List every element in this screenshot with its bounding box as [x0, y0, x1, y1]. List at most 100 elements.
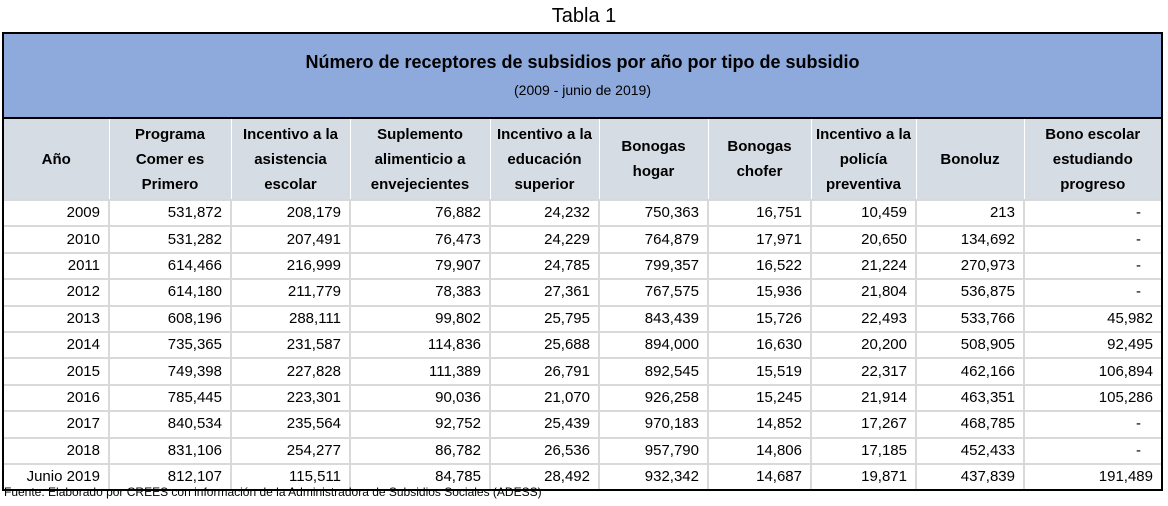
table-title: Número de receptores de subsidios por añ… [305, 52, 860, 72]
column-header: Bonogas chofer [707, 119, 811, 200]
year-cell: 2009 [4, 198, 109, 227]
value-cell: 764,879 [598, 225, 708, 253]
value-cell: 207,491 [230, 225, 350, 253]
value-cell: 932,342 [598, 462, 708, 490]
value-cell: 15,519 [707, 357, 811, 385]
value-cell: 24,785 [489, 251, 599, 280]
value-cell: - [1023, 436, 1161, 464]
table-row: 2012 614,180 211,779 78,383 27,361 767,575 15,… [4, 278, 1161, 306]
value-cell: 213 [915, 198, 1024, 227]
value-cell: 19,871 [810, 462, 916, 490]
table-row: 2017 840,534 235,564 92,752 25,439 970,183 14,… [4, 410, 1161, 438]
value-cell: 21,224 [810, 251, 916, 280]
value-cell: 208,179 [230, 198, 350, 227]
table-row: 2015 749,398 227,828 111,389 26,791 892,545 15… [4, 357, 1161, 385]
value-cell: 892,545 [598, 357, 708, 385]
column-header: Bonoluz [915, 119, 1024, 200]
value-cell: 227,828 [230, 357, 350, 385]
table-row: Junio 2019 812,107 115,511 84,785 28,492 932,… [4, 462, 1161, 490]
table-body: 2009 531,872 208,179 76,882 24,232 750,363 16,… [4, 198, 1161, 490]
value-cell: 26,536 [489, 436, 599, 464]
value-cell: 17,267 [810, 410, 916, 438]
value-cell: 79,907 [349, 251, 490, 280]
value-cell: 25,688 [489, 330, 599, 359]
value-cell: - [1023, 278, 1161, 306]
column-header: Incentivo a la educación superior [489, 119, 599, 200]
value-cell: 614,466 [108, 251, 231, 280]
value-cell: 22,317 [810, 357, 916, 385]
value-cell: 926,258 [598, 383, 708, 412]
value-cell: 288,111 [230, 304, 350, 332]
value-cell: 799,357 [598, 251, 708, 280]
table-row: 2014 735,365 231,587 114,836 25,688 894,000 16… [4, 330, 1161, 359]
source-note: Fuente: Elaborado por CREES con informac… [4, 485, 542, 499]
value-cell: 76,473 [349, 225, 490, 253]
value-cell: 28,492 [489, 462, 599, 490]
value-cell: 533,766 [915, 304, 1024, 332]
value-cell: 235,564 [230, 410, 350, 438]
value-cell: 15,245 [707, 383, 811, 412]
value-cell: 86,782 [349, 436, 490, 464]
value-cell: 92,495 [1023, 330, 1161, 359]
value-cell: 735,365 [108, 330, 231, 359]
value-cell: 106,894 [1023, 357, 1161, 385]
value-cell: 508,905 [915, 330, 1024, 359]
value-cell: 17,185 [810, 436, 916, 464]
value-cell: 15,726 [707, 304, 811, 332]
column-header: Año [4, 119, 109, 200]
column-header: Suplemento alimenticio a envejecientes [349, 119, 490, 200]
table-row: 2018 831,106 254,277 86,782 26,536 957,790 14,… [4, 436, 1161, 464]
year-cell: 2017 [4, 410, 109, 438]
value-cell: 99,802 [349, 304, 490, 332]
year-cell: 2018 [4, 436, 109, 464]
value-cell: 231,587 [230, 330, 350, 359]
value-cell: 21,914 [810, 383, 916, 412]
value-cell: 831,106 [108, 436, 231, 464]
value-cell: 452,433 [915, 436, 1024, 464]
value-cell: 843,439 [598, 304, 708, 332]
value-cell: 840,534 [108, 410, 231, 438]
value-cell: 20,200 [810, 330, 916, 359]
value-cell: 26,791 [489, 357, 599, 385]
value-cell: 614,180 [108, 278, 231, 306]
value-cell: 114,836 [349, 330, 490, 359]
value-cell: 254,277 [230, 436, 350, 464]
value-cell: 785,445 [108, 383, 231, 412]
table-row: 2016 785,445 223,301 90,036 21,070 926,258 15,… [4, 383, 1161, 412]
value-cell: 92,752 [349, 410, 490, 438]
value-cell: 20,650 [810, 225, 916, 253]
value-cell: 16,522 [707, 251, 811, 280]
column-header: Bonogas hogar [598, 119, 708, 200]
data-table: Año Programa Comer es Primero Incentivo a … [4, 119, 1161, 490]
column-header: Incentivo a la asistencia escolar [230, 119, 350, 200]
year-cell: 2014 [4, 330, 109, 359]
subsidy-table: Número de receptores de subsidios por añ… [2, 32, 1163, 492]
value-cell: 21,070 [489, 383, 599, 412]
table-row: 2011 614,466 216,999 79,907 24,785 799,357 16,… [4, 251, 1161, 280]
value-cell: 24,229 [489, 225, 599, 253]
value-cell: 22,493 [810, 304, 916, 332]
value-cell: 16,751 [707, 198, 811, 227]
value-cell: 191,489 [1023, 462, 1161, 490]
value-cell: 25,795 [489, 304, 599, 332]
value-cell: 223,301 [230, 383, 350, 412]
value-cell: 15,936 [707, 278, 811, 306]
value-cell: 21,804 [810, 278, 916, 306]
table-caption: Tabla 1 [551, 5, 617, 27]
header-row: Año Programa Comer es Primero Incentivo a … [4, 119, 1161, 200]
value-cell: 894,000 [598, 330, 708, 359]
value-cell: 216,999 [230, 251, 350, 280]
value-cell: 115,511 [230, 462, 350, 490]
value-cell: - [1023, 410, 1161, 438]
year-cell: 2013 [4, 304, 109, 332]
value-cell: 105,286 [1023, 383, 1161, 412]
value-cell: 76,882 [349, 198, 490, 227]
value-cell: 437,839 [915, 462, 1024, 490]
table-row: 2013 608,196 288,111 99,802 25,795 843,439 15,… [4, 304, 1161, 332]
column-header: Programa Comer es Primero [108, 119, 231, 200]
value-cell: 17,971 [707, 225, 811, 253]
value-cell: 14,687 [707, 462, 811, 490]
value-cell: 767,575 [598, 278, 708, 306]
year-cell: 2015 [4, 357, 109, 385]
year-cell: 2011 [4, 251, 109, 280]
